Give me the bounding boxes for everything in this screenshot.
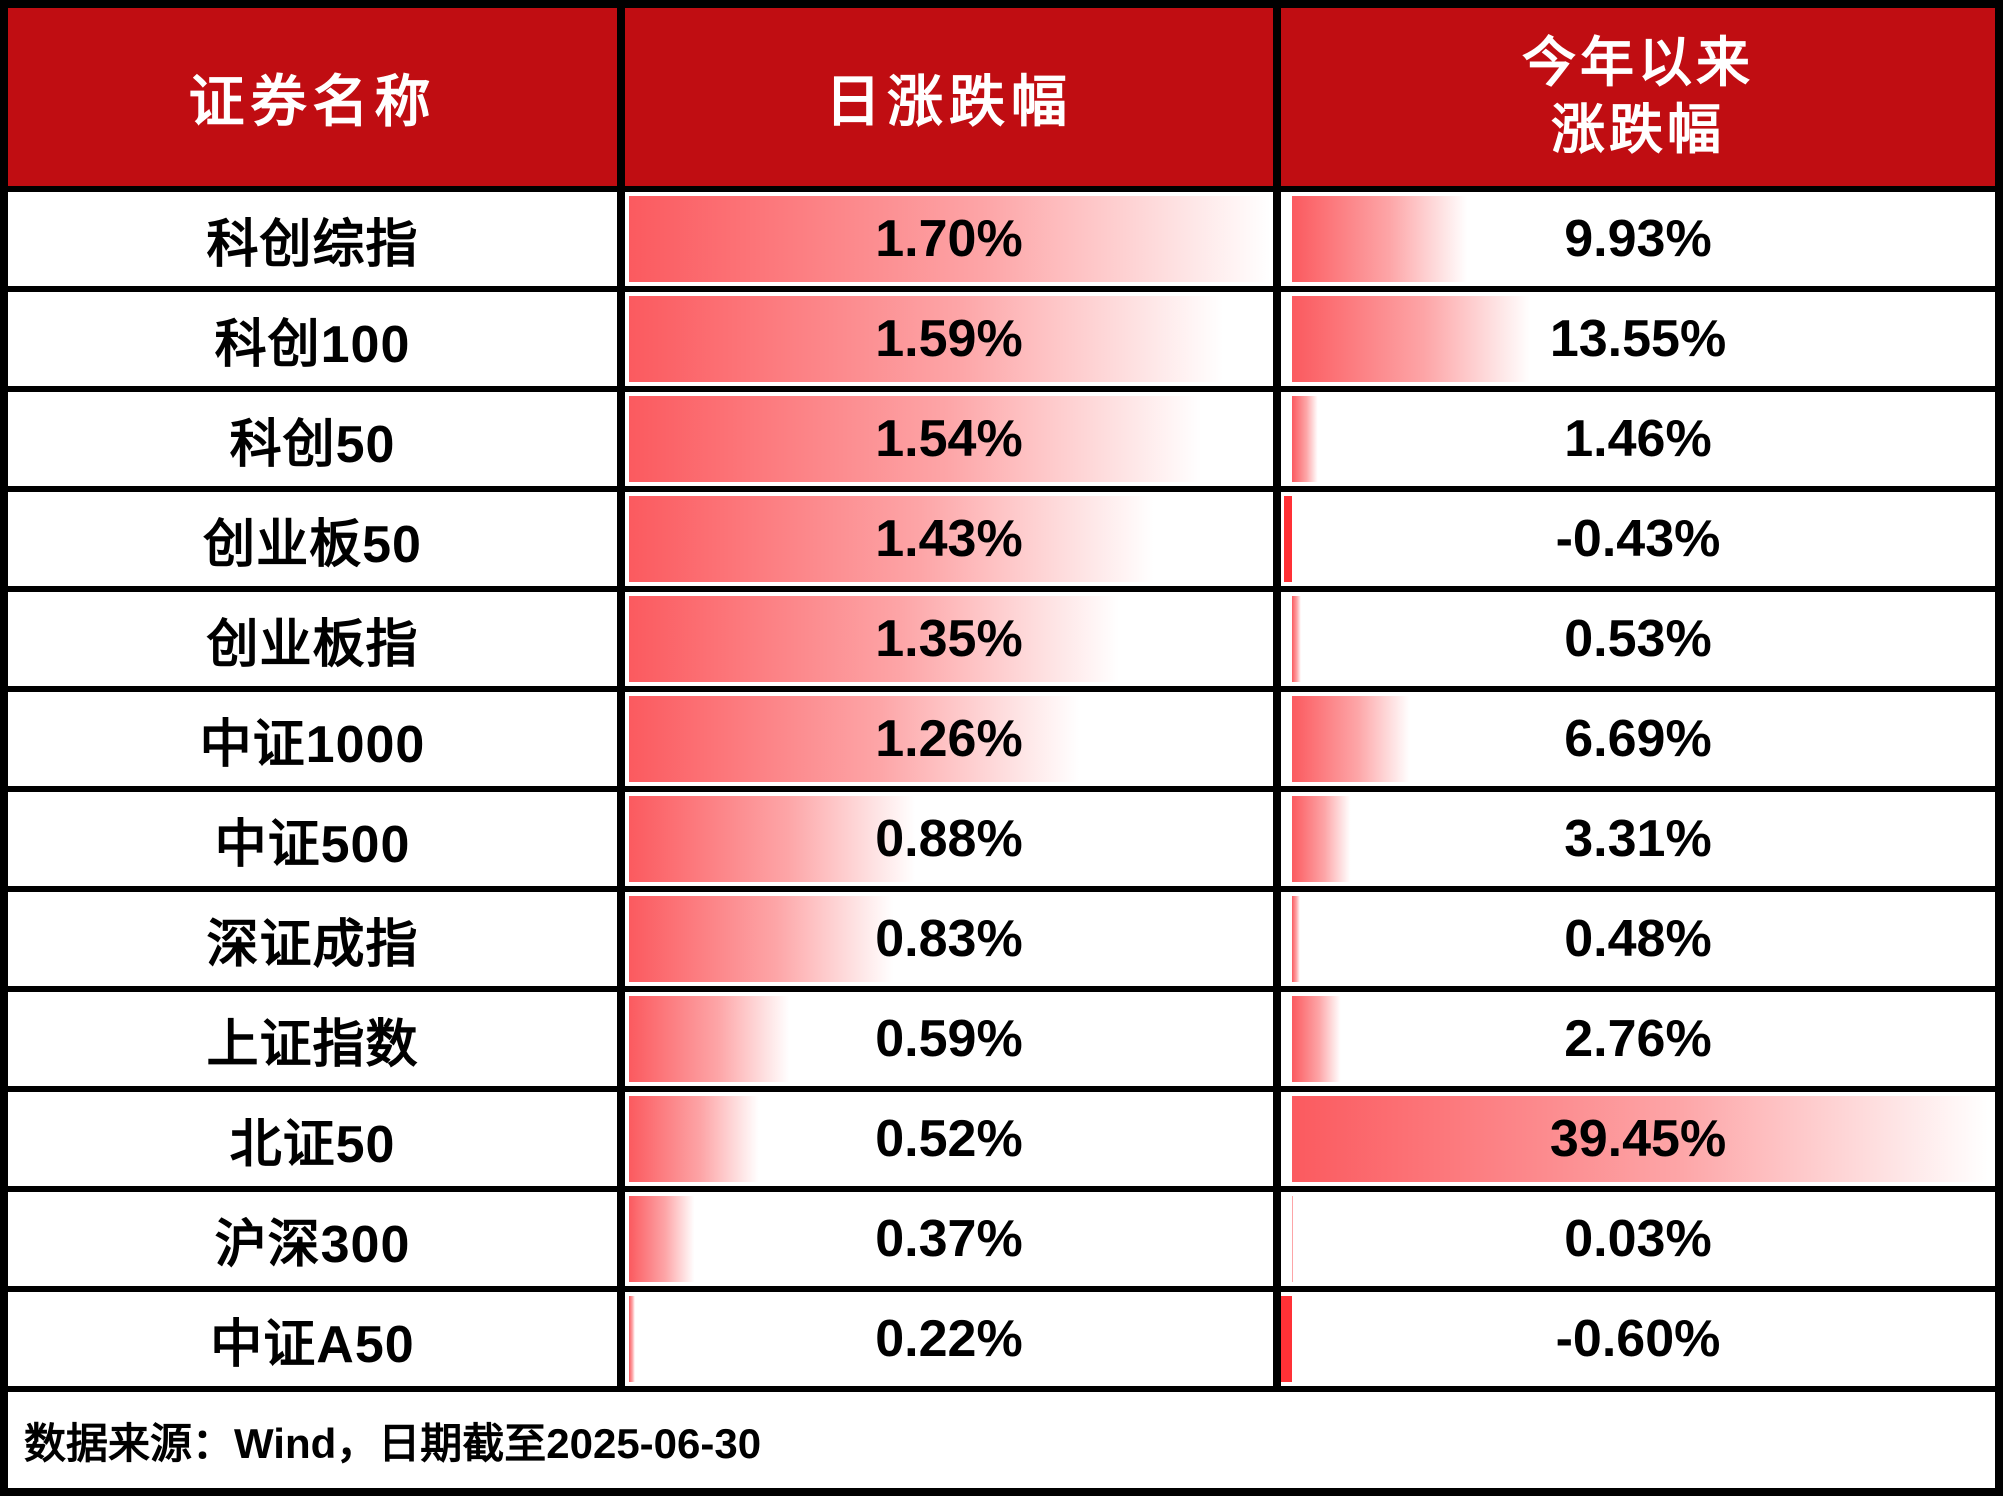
ytd-change-cell: 3.31% xyxy=(1281,792,1995,886)
ytd-change-bar xyxy=(1281,1296,1292,1382)
ytd-change-bar xyxy=(1291,996,1341,1082)
ytd-change-value: 39.45% xyxy=(1549,1110,1727,1168)
daily-change-bar xyxy=(629,196,1273,282)
daily-change-bar xyxy=(629,596,1124,682)
daily-change-cell: 1.43% xyxy=(625,492,1273,586)
ytd-change-value: 0.03% xyxy=(1564,1210,1712,1268)
daily-change-bar xyxy=(629,896,897,982)
daily-change-value: 1.43% xyxy=(875,510,1023,568)
daily-change-cell: 1.54% xyxy=(625,392,1273,486)
ytd-change-cell: -0.43% xyxy=(1281,492,1995,586)
ytd-change-value: 6.69% xyxy=(1564,710,1712,768)
ytd-change-bar xyxy=(1291,796,1351,882)
daily-change-bar xyxy=(629,296,1229,382)
ytd-change-value: 13.55% xyxy=(1549,310,1727,368)
security-name: 北证50 xyxy=(8,1092,617,1186)
ytd-change-cell: 0.03% xyxy=(1281,1192,1995,1286)
ytd-change-bar xyxy=(1291,396,1318,482)
ytd-change-value: 2.76% xyxy=(1564,1010,1712,1068)
daily-change-cell: 0.37% xyxy=(625,1192,1273,1286)
daily-change-cell: 0.59% xyxy=(625,992,1273,1086)
ytd-change-cell: 13.55% xyxy=(1281,292,1995,386)
daily-change-bar xyxy=(629,1096,761,1182)
ytd-change-cell: 0.53% xyxy=(1281,592,1995,686)
daily-change-bar xyxy=(629,1296,635,1382)
daily-change-value: 1.59% xyxy=(875,310,1023,368)
ytd-change-bar xyxy=(1291,1096,1995,1182)
daily-change-bar xyxy=(629,996,791,1082)
header-security-name-label: 证券名称 xyxy=(188,71,437,134)
ytd-change-value: 1.46% xyxy=(1564,410,1712,468)
ytd-change-value: 0.53% xyxy=(1564,610,1712,668)
header-daily-change: 日涨跌幅 xyxy=(625,8,1273,186)
ytd-change-value: 3.31% xyxy=(1564,810,1712,868)
header-ytd-change: 今年以来 涨跌幅 xyxy=(1281,8,1995,186)
header-ytd-change-line2: 涨跌幅 xyxy=(1551,100,1725,160)
daily-change-value: 0.88% xyxy=(875,810,1023,868)
security-name: 中证500 xyxy=(8,792,617,886)
ytd-change-cell: 2.76% xyxy=(1281,992,1995,1086)
security-name: 创业板50 xyxy=(8,492,617,586)
ytd-change-bar xyxy=(1291,196,1469,282)
ytd-change-bar xyxy=(1291,896,1301,982)
header-ytd-change-line1: 今年以来 xyxy=(1522,32,1754,93)
ytd-change-bar xyxy=(1291,596,1302,682)
daily-change-cell: 1.59% xyxy=(625,292,1273,386)
daily-change-bar xyxy=(629,396,1207,482)
daily-change-cell: 0.22% xyxy=(625,1292,1273,1386)
ytd-change-cell: 0.48% xyxy=(1281,892,1995,986)
daily-change-bar xyxy=(629,1196,695,1282)
security-name: 中证A50 xyxy=(8,1292,617,1386)
ytd-change-value: -0.43% xyxy=(1555,510,1721,568)
security-name: 上证指数 xyxy=(8,992,617,1086)
security-name: 科创100 xyxy=(8,292,617,386)
ytd-change-cell: 6.69% xyxy=(1281,692,1995,786)
security-name: 科创综指 xyxy=(8,192,617,286)
source-note: 数据来源：Wind，日期截至2025-06-30 xyxy=(8,1392,1995,1488)
daily-change-cell: 0.83% xyxy=(625,892,1273,986)
daily-change-bar xyxy=(629,696,1085,782)
daily-change-value: 1.70% xyxy=(875,210,1023,268)
ytd-change-bar xyxy=(1291,296,1534,382)
ytd-change-value: 9.93% xyxy=(1564,210,1712,268)
daily-change-cell: 1.70% xyxy=(625,192,1273,286)
security-name: 中证1000 xyxy=(8,692,617,786)
ytd-change-cell: 1.46% xyxy=(1281,392,1995,486)
header-security-name: 证券名称 xyxy=(8,8,617,186)
source-note-text: 数据来源：Wind，日期截至2025-06-30 xyxy=(24,1419,762,1467)
security-name: 创业板指 xyxy=(8,592,617,686)
security-name: 科创50 xyxy=(8,392,617,486)
ytd-change-bar xyxy=(1291,1196,1293,1282)
security-name: 深证成指 xyxy=(8,892,617,986)
daily-change-cell: 0.88% xyxy=(625,792,1273,886)
daily-change-cell: 1.35% xyxy=(625,592,1273,686)
daily-change-value: 0.83% xyxy=(875,910,1023,968)
daily-change-value: 1.26% xyxy=(875,710,1023,768)
daily-change-value: 0.52% xyxy=(875,1110,1023,1168)
daily-change-bar xyxy=(629,796,918,882)
ytd-change-value: 0.48% xyxy=(1564,910,1712,968)
security-name: 沪深300 xyxy=(8,1192,617,1286)
ytd-change-cell: 9.93% xyxy=(1281,192,1995,286)
daily-change-value: 0.37% xyxy=(875,1210,1023,1268)
ytd-change-value: -0.60% xyxy=(1555,1310,1721,1368)
ytd-change-cell: -0.60% xyxy=(1281,1292,1995,1386)
daily-change-value: 1.35% xyxy=(875,610,1023,668)
header-daily-change-label: 日涨跌幅 xyxy=(825,71,1073,134)
daily-change-value: 1.54% xyxy=(875,410,1023,468)
daily-change-cell: 0.52% xyxy=(625,1092,1273,1186)
ytd-change-bar xyxy=(1284,496,1292,582)
daily-change-cell: 1.26% xyxy=(625,692,1273,786)
ytd-change-cell: 39.45% xyxy=(1281,1092,1995,1186)
daily-change-value: 0.59% xyxy=(875,1010,1023,1068)
daily-change-value: 0.22% xyxy=(875,1310,1023,1368)
daily-change-bar xyxy=(629,496,1159,582)
ytd-change-bar xyxy=(1291,696,1411,782)
